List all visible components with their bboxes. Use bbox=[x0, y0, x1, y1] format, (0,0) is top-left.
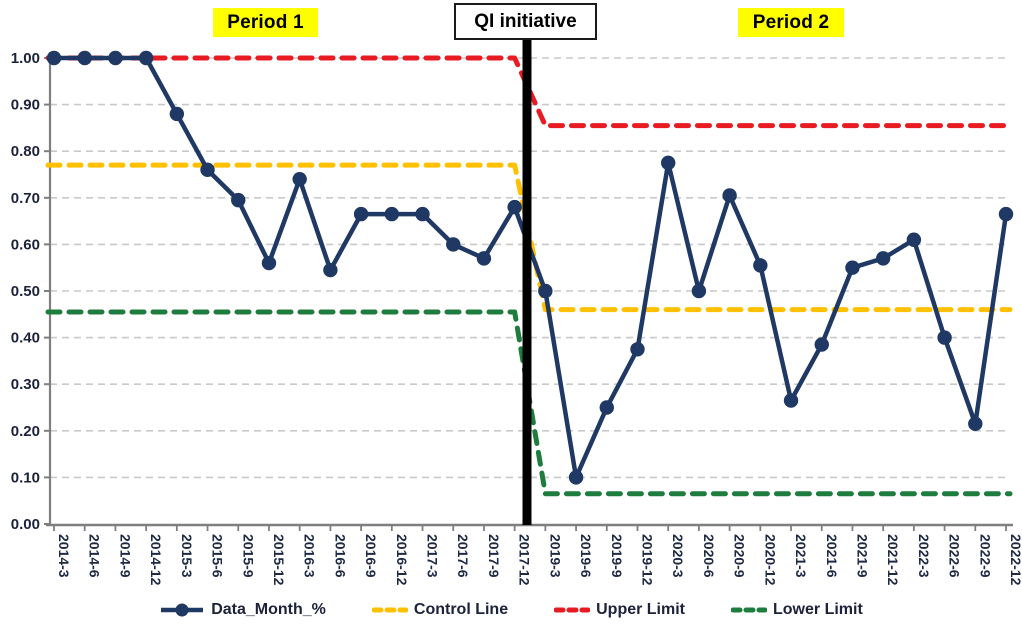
lower-limit-series bbox=[45, 309, 1013, 497]
legend-label-lower-limit: Lower Limit bbox=[773, 601, 863, 618]
upper-limit-dash-swatch bbox=[554, 607, 591, 613]
data-month-marker bbox=[599, 400, 614, 415]
x-tick-label: 2021-3 bbox=[793, 534, 809, 578]
legend-item-data-month: Data_Month_% bbox=[159, 601, 326, 619]
y-tick-label: 0.40 bbox=[11, 330, 40, 347]
data-month-marker bbox=[722, 188, 737, 203]
x-tick-label: 2020-3 bbox=[670, 534, 686, 578]
qi-initiative-box: QI initiative bbox=[454, 3, 597, 40]
y-tick-label: 0.90 bbox=[11, 97, 40, 114]
data-month-marker bbox=[875, 251, 891, 266]
data-month-marker bbox=[231, 192, 246, 208]
x-tick-label: 2020-12 bbox=[762, 534, 778, 586]
x-tick-label: 2014-9 bbox=[117, 534, 133, 578]
x-tick-label: 2021-12 bbox=[885, 534, 901, 586]
x-tick-label: 2014-12 bbox=[148, 534, 164, 586]
data-month-marker bbox=[446, 237, 461, 252]
x-tick-label: 2021-6 bbox=[824, 534, 840, 578]
data-month-marker bbox=[814, 337, 829, 352]
x-tick-label: 2020-9 bbox=[732, 534, 748, 578]
data-month-marker bbox=[323, 262, 338, 278]
data-month-marker bbox=[292, 171, 307, 187]
x-tick-label: 2022-6 bbox=[947, 534, 963, 578]
period2-label: Period 2 bbox=[738, 8, 844, 37]
control-line-series bbox=[45, 162, 1013, 313]
legend-label-upper-limit: Upper Limit bbox=[596, 601, 685, 618]
x-tick-label: 2015-6 bbox=[210, 534, 226, 578]
y-tick-label: 0.30 bbox=[11, 376, 40, 393]
x-tick-label: 2015-9 bbox=[240, 534, 256, 578]
data-month-marker bbox=[507, 199, 522, 215]
control-line-dash-swatch bbox=[371, 607, 408, 613]
data-month-marker bbox=[906, 232, 922, 247]
data-month-marker bbox=[753, 258, 768, 273]
x-tick-label: 2017-3 bbox=[425, 534, 441, 578]
data-month-marker bbox=[661, 155, 676, 171]
x-tick-label: 2015-3 bbox=[179, 534, 195, 578]
lower-limit-dash-swatch bbox=[731, 607, 767, 613]
legend-item-upper-limit: Upper Limit bbox=[554, 601, 685, 619]
legend-item-control-line: Control Line bbox=[371, 601, 509, 619]
data-month-marker bbox=[46, 50, 62, 66]
legend-label-control-line: Control Line bbox=[413, 601, 509, 618]
data-month-marker bbox=[691, 283, 707, 299]
qi-initiative-vline bbox=[522, 36, 532, 525]
y-tick-label: 0.50 bbox=[11, 283, 40, 300]
x-tick-label: 2014-6 bbox=[87, 534, 103, 578]
data-month-marker bbox=[384, 206, 400, 222]
y-tick-label: 1.00 bbox=[11, 50, 40, 67]
data-month-marker bbox=[261, 255, 277, 271]
x-tick-label: 2017-9 bbox=[486, 534, 502, 578]
data-month-marker bbox=[937, 330, 952, 345]
x-tick-label: 2021-9 bbox=[854, 534, 870, 578]
x-tick-label: 2015-12 bbox=[271, 534, 287, 586]
y-tick-label: 0.70 bbox=[11, 190, 40, 207]
legend-item-lower-limit: Lower Limit bbox=[731, 601, 863, 619]
data-month-marker bbox=[108, 50, 123, 66]
data-month-marker bbox=[630, 342, 645, 357]
x-tick-label: 2022-3 bbox=[916, 534, 932, 578]
data-month-marker bbox=[77, 50, 92, 66]
data-month-marker bbox=[845, 260, 860, 275]
data-month-marker bbox=[169, 106, 185, 122]
x-tick-label: 2016-12 bbox=[394, 534, 410, 586]
x-tick-label: 2020-6 bbox=[701, 534, 717, 578]
period1-label: Period 1 bbox=[213, 8, 318, 37]
data-month-marker bbox=[353, 206, 369, 222]
x-tick-label: 2014-3 bbox=[56, 534, 72, 578]
data-month-marker bbox=[538, 283, 553, 299]
data-month-marker bbox=[998, 206, 1014, 222]
y-tick-label: 0.00 bbox=[11, 516, 40, 533]
x-tick-label: 2019-6 bbox=[578, 534, 594, 578]
upper-limit-series bbox=[45, 55, 1013, 129]
data-month-marker bbox=[783, 393, 799, 408]
x-tick-label: 2019-12 bbox=[639, 534, 655, 586]
y-tick-label: 0.60 bbox=[11, 236, 40, 253]
x-tick-label: 2022-9 bbox=[977, 534, 993, 578]
x-tick-label: 2019-3 bbox=[547, 534, 563, 578]
x-tick-label: 2016-9 bbox=[363, 534, 379, 578]
data-month-marker bbox=[200, 162, 215, 178]
data-month-marker bbox=[568, 470, 584, 485]
x-tick-label: 2016-3 bbox=[302, 534, 318, 578]
data-month-marker bbox=[476, 251, 492, 266]
data-month-marker bbox=[138, 50, 154, 66]
chart-legend: Data_Month_% Control Line Upper Limit Lo… bbox=[0, 595, 1022, 625]
data-month-marker bbox=[968, 416, 983, 432]
y-tick-label: 0.80 bbox=[11, 143, 40, 160]
legend-label-data-month: Data_Month_% bbox=[211, 601, 326, 618]
x-tick-label: 2016-6 bbox=[332, 534, 348, 578]
data-month-line-marker-swatch bbox=[161, 603, 204, 617]
data-month-marker bbox=[415, 206, 430, 222]
x-tick-label: 2019-9 bbox=[609, 534, 625, 578]
x-tick-label: 2022-12 bbox=[1008, 534, 1022, 586]
y-tick-label: 0.10 bbox=[11, 469, 40, 486]
y-tick-label: 0.20 bbox=[11, 423, 40, 440]
x-tick-label: 2017-6 bbox=[455, 534, 471, 578]
x-tick-label: 2017-12 bbox=[517, 534, 533, 586]
